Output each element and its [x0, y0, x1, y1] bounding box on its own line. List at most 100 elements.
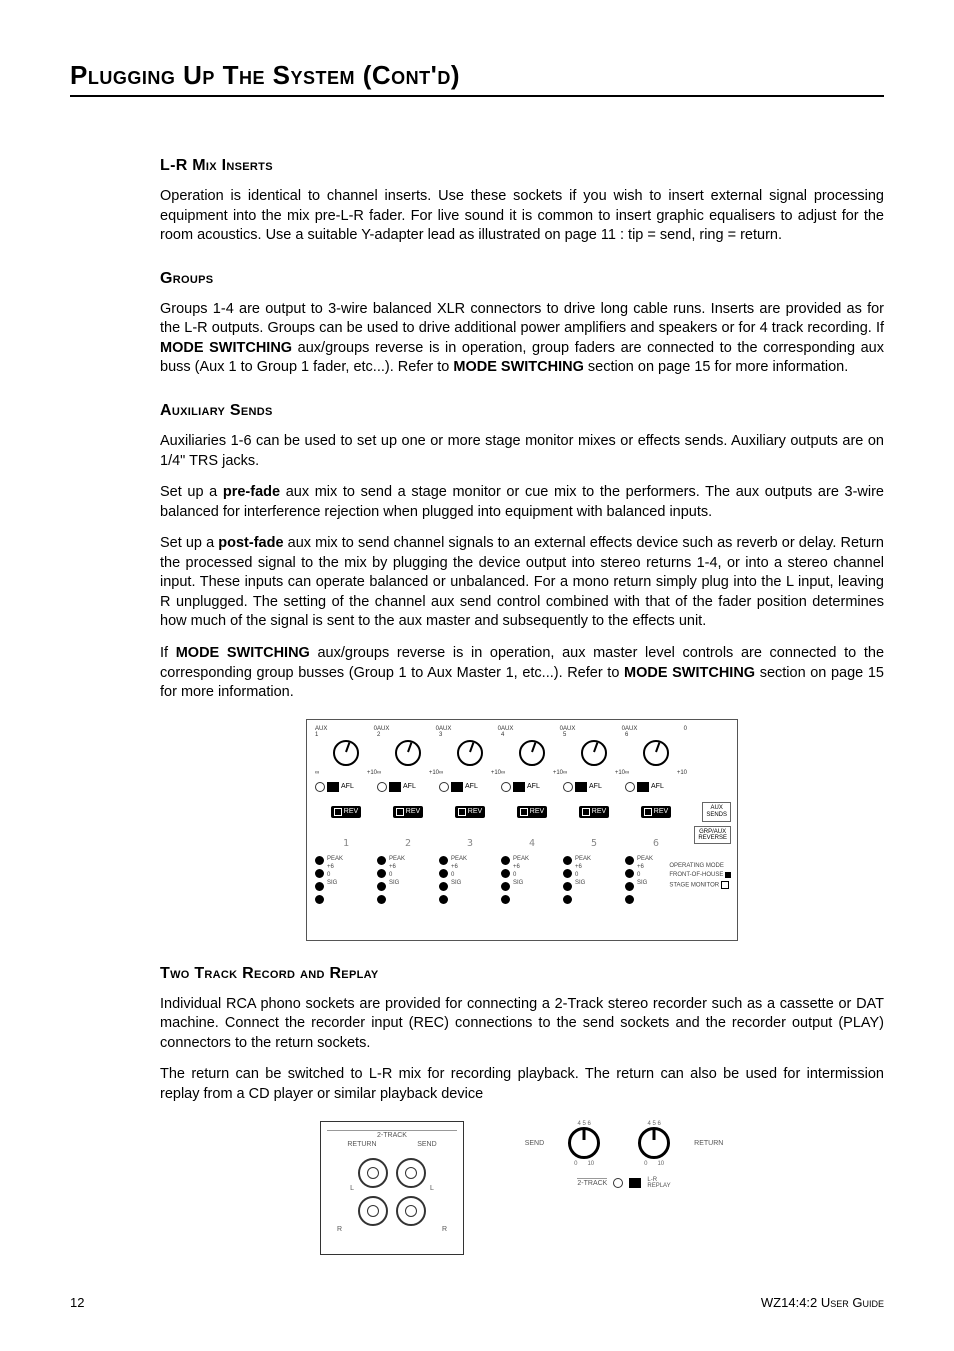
meter-label: PEAK: [451, 856, 467, 862]
led-icon: [563, 782, 573, 792]
button-icon: [451, 782, 463, 792]
rev-badge: REV: [455, 806, 485, 818]
meter-dots: [377, 856, 386, 904]
meter-labels: PEAK+60SIG: [327, 856, 343, 886]
trk-bottom-row: 2-TRACK L-R REPLAY: [524, 1177, 724, 1189]
operating-mode: OPERATING MODE FRONT-OF-HOUSE STAGE MONI…: [669, 862, 731, 891]
dot-icon: [625, 895, 634, 904]
para-aux-1: Auxiliaries 1-6 can be used to set up on…: [160, 432, 884, 471]
rev-cell: REV: [563, 806, 625, 818]
rca-r: R: [442, 1226, 447, 1233]
meter-dots: [501, 856, 510, 904]
mode-b: STAGE MONITOR: [669, 882, 719, 888]
num-row: 1 2 3 4 5 6: [315, 838, 687, 849]
aux-num: 5: [563, 732, 625, 738]
rev-badge: REV: [393, 806, 423, 818]
tick: +10: [677, 770, 687, 776]
aux-label: AUX: [501, 726, 513, 732]
rca-send: SEND: [417, 1141, 436, 1148]
dot-icon: [501, 882, 510, 891]
meter-dots: [563, 856, 572, 904]
bold-mode-switching: MODE SWITCHING: [176, 645, 310, 661]
meter-label: 0: [389, 872, 405, 878]
rca-r: R: [337, 1226, 342, 1233]
rca-return: RETURN: [347, 1141, 376, 1148]
tick: +10: [429, 770, 439, 776]
bold-mode-switching: MODE SWITCHING: [624, 665, 755, 681]
aux-num: 2: [377, 732, 439, 738]
tick: ∞: [315, 770, 319, 776]
meter-label: 0: [451, 872, 467, 878]
square-icon: [721, 881, 729, 889]
text: Set up a: [160, 535, 218, 551]
rev-cell: REV: [439, 806, 501, 818]
afl-cell: AFL: [439, 782, 501, 792]
rev-badge: REV: [641, 806, 671, 818]
rev-label: REV: [530, 808, 544, 815]
meter-label: SIG: [389, 880, 405, 886]
afl-label: AFL: [527, 783, 540, 790]
ticks: 4 5 6: [554, 1121, 614, 1127]
dot-icon: [377, 869, 386, 878]
rev-cell: REV: [501, 806, 563, 818]
dot-icon: [377, 882, 386, 891]
dot-icon: [625, 869, 634, 878]
aux-cell: AUX0 5 ∞+10: [563, 726, 625, 776]
knob-icon: [581, 740, 607, 766]
rca-jack-icon: [396, 1196, 426, 1226]
led-icon: [501, 782, 511, 792]
tick: +10: [367, 770, 377, 776]
meter-dots: [439, 856, 448, 904]
dot-icon: [315, 856, 324, 865]
afl-cell: AFL: [563, 782, 625, 792]
dial-wrap: 4 5 6 0 10: [624, 1121, 684, 1167]
dot-icon: [377, 856, 386, 865]
ticks: 0 10: [624, 1161, 684, 1167]
meter-cell: PEAK+60SIG: [563, 856, 625, 904]
meter-cell: PEAK+60SIG: [439, 856, 501, 904]
knob-icon: [519, 740, 545, 766]
rev-label: REV: [406, 808, 420, 815]
rev-badge: REV: [517, 806, 547, 818]
aux-cell: AUX0 3 ∞+10: [439, 726, 501, 776]
afl-cell: AFL: [377, 782, 439, 792]
knob-icon: [457, 740, 483, 766]
meter-label: PEAK: [513, 856, 529, 862]
rev-row: REV REV REV REV REV REV: [315, 806, 687, 818]
checkbox-icon: [520, 808, 528, 816]
rca-labels: RETURN SEND: [327, 1141, 457, 1148]
page: Plugging Up The System (Cont'd) L-R Mix …: [0, 0, 954, 1350]
aux-label: AUX: [439, 726, 451, 732]
page-title: Plugging Up The System (Cont'd): [70, 60, 884, 97]
button-icon: [629, 1178, 641, 1188]
rev-label: REV: [654, 808, 668, 815]
aux-num: 6: [625, 732, 687, 738]
tick: ∞: [563, 770, 567, 776]
meter-label: +6: [389, 864, 405, 870]
dot-icon: [315, 895, 324, 904]
tick: 10: [657, 1161, 664, 1167]
dot-icon: [501, 856, 510, 865]
afl-label: AFL: [589, 783, 602, 790]
dot-icon: [625, 856, 634, 865]
aux-diagram: AUX0 1 ∞+10 AUX0 2 ∞+10 AUX0 3: [306, 719, 738, 941]
afl-cell: AFL: [625, 782, 687, 792]
aux-label: AUX: [315, 726, 327, 732]
meter-label: 0: [513, 872, 529, 878]
meter-label: PEAK: [575, 856, 591, 862]
dot-icon: [501, 869, 510, 878]
tick: 0: [684, 726, 687, 732]
para-twotrack-1: Individual RCA phono sockets are provide…: [160, 995, 884, 1054]
meter-cell: PEAK+60SIG: [315, 856, 377, 904]
para-twotrack-2: The return can be switched to L-R mix fo…: [160, 1065, 884, 1104]
tick: 10: [587, 1161, 594, 1167]
led-icon: [377, 782, 387, 792]
tick: ∞: [439, 770, 443, 776]
rev-cell: REV: [625, 806, 687, 818]
dot-icon: [563, 869, 572, 878]
ticks: 4 5 6: [624, 1121, 684, 1127]
rca-diagram: 2-TRACK RETURN SEND L L R: [320, 1121, 464, 1255]
checkbox-icon: [582, 808, 590, 816]
meter-label: +6: [513, 864, 529, 870]
dot-icon: [315, 869, 324, 878]
